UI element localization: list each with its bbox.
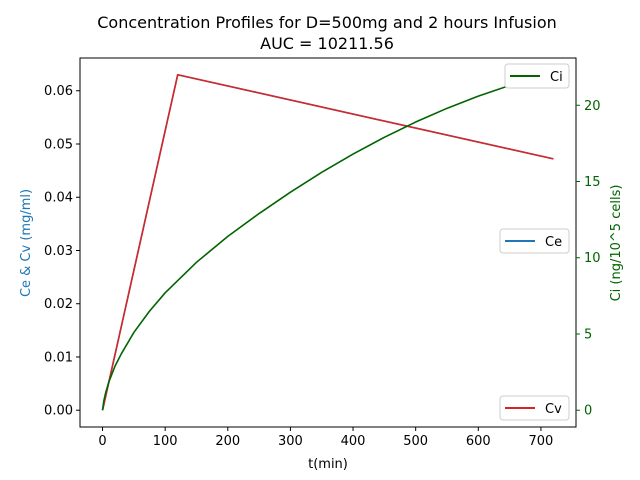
- left-y-tick-label: 0.00: [44, 404, 73, 419]
- left-y-tick-label: 0.06: [44, 84, 73, 99]
- x-tick-label: 300: [278, 434, 303, 449]
- left-y-tick-label: 0.05: [44, 137, 73, 152]
- left-y-tick-label: 0.02: [44, 297, 73, 312]
- right-y-tick-label: 10: [584, 251, 601, 266]
- right-y-tick-label: 15: [584, 175, 601, 190]
- plot-lines: [101, 73, 554, 411]
- legend-ce: Ce: [499, 228, 570, 254]
- series-line-ci: [101, 73, 554, 411]
- x-axis-label: t(min): [308, 457, 348, 472]
- left-y-tick-label: 0.04: [44, 191, 73, 206]
- legend-cv-label: Cv: [545, 402, 562, 417]
- left-y-tick-label: 0.03: [44, 244, 73, 259]
- x-tick-label: 500: [403, 434, 428, 449]
- right-y-tick-label: 5: [584, 327, 592, 342]
- legend-ce-label: Ce: [545, 235, 562, 250]
- x-tick-label: 200: [215, 434, 240, 449]
- plot-frame: [79, 57, 577, 428]
- series-line-cv: [101, 73, 554, 411]
- right-y-axis-ticks: 0 5 10 15 20: [576, 99, 601, 419]
- right-y-axis-label: Ci (ng/10^5 cells): [609, 185, 624, 302]
- x-tick-label: 600: [466, 434, 491, 449]
- x-tick-label: 100: [153, 434, 178, 449]
- left-y-axis-label: Ce & Cv (mg/ml): [19, 189, 34, 297]
- left-y-axis-ticks: 0.00 0.01 0.02 0.03 0.04 0.05 0.06: [44, 84, 80, 419]
- right-y-tick-label: 0: [584, 404, 592, 419]
- x-tick-label: 400: [341, 434, 366, 449]
- x-axis-ticks: 0 100 200 300 400 500 600 700: [98, 427, 553, 449]
- right-y-tick-label: 20: [584, 99, 601, 114]
- legend-cv: Cv: [499, 395, 570, 421]
- legend-ci-label: Ci: [550, 70, 563, 85]
- x-tick-label: 700: [529, 434, 554, 449]
- left-y-tick-label: 0.01: [44, 350, 73, 365]
- legend-ci: Ci: [504, 63, 570, 89]
- series-line-ce: [101, 73, 554, 411]
- chart-title-line-2: AUC = 10211.56: [260, 34, 394, 53]
- x-tick-label: 0: [98, 434, 106, 449]
- chart-title-line-1: Concentration Profiles for D=500mg and 2…: [97, 13, 557, 32]
